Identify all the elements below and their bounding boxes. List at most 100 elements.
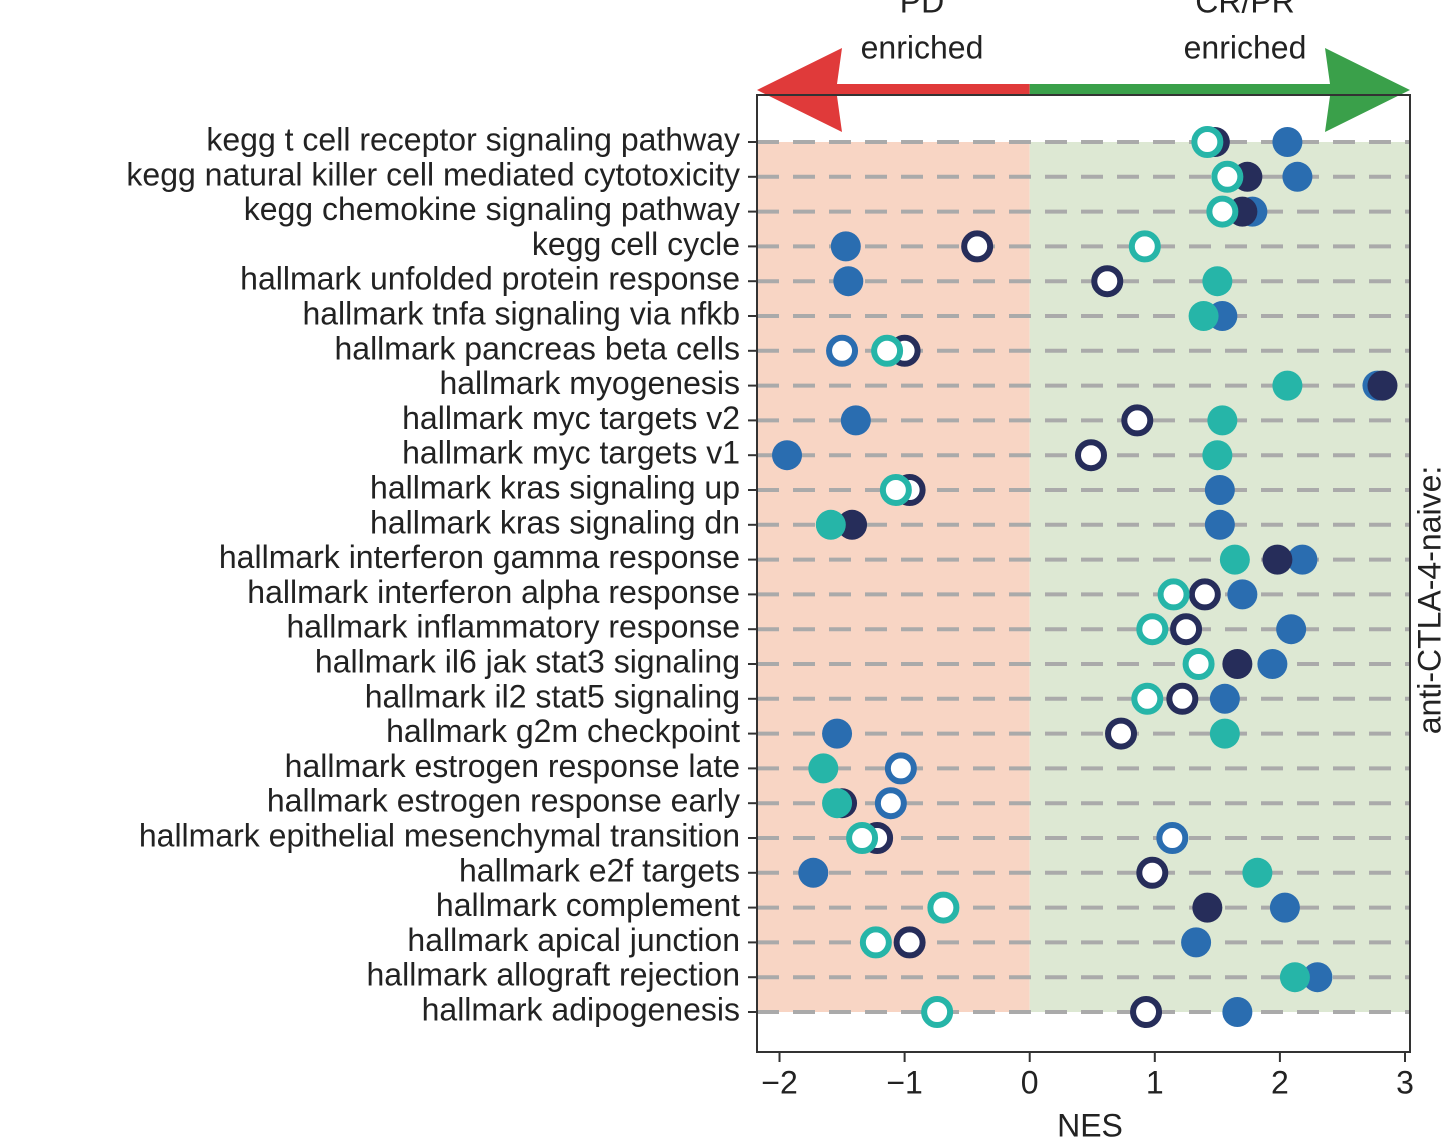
dot: [1188, 578, 1221, 611]
dot: [884, 752, 917, 785]
y-tick-label: kegg natural killer cell mediated cytoto…: [126, 156, 740, 192]
dot: [1272, 127, 1303, 157]
right-head: enriched: [1184, 29, 1307, 65]
dot: [1206, 195, 1239, 228]
dot: [1204, 475, 1235, 505]
y-tick-label: kegg cell cycle: [532, 226, 740, 262]
dot: [1091, 265, 1124, 298]
x-tick-label: 2: [1271, 1064, 1289, 1100]
dot: [1170, 613, 1203, 646]
dot: [1182, 648, 1215, 680]
y-tick-label: hallmark interferon alpha response: [247, 574, 740, 610]
x-tick-label: −2: [761, 1064, 797, 1100]
y-tick-label: hallmark estrogen response late: [285, 748, 740, 784]
x-tick-label: 1: [1146, 1064, 1164, 1100]
dot: [1191, 126, 1224, 158]
y-tick-label: hallmark il6 jak stat3 signaling: [315, 643, 740, 679]
dot: [1209, 683, 1240, 714]
dot: [1272, 370, 1303, 401]
y-tick-label: hallmark myc targets v1: [402, 435, 740, 471]
y-tick-label: hallmark apical junction: [407, 922, 740, 958]
y-tick-label: hallmark tnfa signaling via nfkb: [302, 295, 740, 331]
dot: [1227, 579, 1258, 610]
dot: [1279, 962, 1310, 993]
y-tick-label: hallmark kras signaling dn: [370, 504, 740, 540]
pd-region: [757, 142, 1030, 1012]
dot: [1276, 614, 1307, 645]
dot: [837, 509, 868, 540]
dot: [822, 718, 853, 749]
x-tick-label: 0: [1021, 1064, 1039, 1100]
dot: [1202, 440, 1233, 471]
y-tick-label: hallmark myogenesis: [439, 365, 740, 401]
dot: [1367, 370, 1398, 401]
dot: [846, 822, 879, 854]
dot: [1219, 544, 1250, 575]
dot: [1222, 649, 1253, 679]
x-tick-label: 3: [1396, 1064, 1414, 1100]
dot: [1204, 509, 1235, 540]
dot: [1242, 857, 1273, 888]
y-tick-label: kegg t cell receptor signaling pathway: [206, 121, 740, 157]
arrow-right: [1029, 48, 1410, 132]
left-head: enriched: [861, 29, 984, 65]
dot: [1207, 405, 1238, 436]
dot: [1209, 718, 1240, 749]
y-tick-label: hallmark adipogenesis: [422, 991, 740, 1027]
dot: [1302, 962, 1333, 993]
plot-frame: [756, 94, 1411, 1053]
dot: [961, 230, 994, 263]
dot: [1257, 649, 1288, 679]
dot: [840, 405, 871, 436]
y-tick-label: hallmark interferon gamma response: [219, 539, 740, 575]
dot: [1105, 717, 1138, 750]
dot: [822, 788, 853, 819]
dot: [879, 474, 912, 506]
dot: [921, 996, 954, 1028]
y-tick-label: hallmark allograft rejection: [367, 957, 741, 993]
y-tick-label: hallmark inflammatory response: [287, 609, 741, 645]
y-tick-label: hallmark myc targets v2: [402, 400, 740, 436]
dot: [871, 334, 904, 367]
dot: [1211, 160, 1244, 193]
dot: [1131, 682, 1164, 715]
dot: [815, 509, 846, 540]
dot: [1282, 161, 1313, 192]
dot: [1157, 578, 1190, 611]
y-tick-label: hallmark estrogen response early: [267, 783, 740, 819]
dot: [1156, 822, 1189, 854]
dot: [893, 926, 926, 959]
y-tick-label: hallmark il2 stat5 signaling: [365, 678, 740, 714]
dot: [826, 334, 859, 367]
dot: [859, 926, 892, 959]
dot: [833, 266, 864, 297]
dot: [1192, 892, 1223, 923]
y-tick-label: kegg chemokine signaling pathway: [244, 191, 740, 227]
dot: [1130, 996, 1163, 1028]
right-title: anti-CTLA-4-naive:: [1411, 466, 1442, 735]
dot: [1262, 544, 1293, 575]
y-tick-label: hallmark complement: [436, 887, 740, 923]
y-tick-label: hallmark pancreas beta cells: [334, 330, 740, 366]
dot: [808, 753, 839, 784]
dot: [1136, 856, 1169, 889]
dot: [1166, 682, 1199, 715]
y-tick-label: hallmark g2m checkpoint: [386, 713, 740, 749]
dot: [1121, 404, 1154, 437]
dot: [1136, 613, 1169, 646]
right-head: CR/PR: [1195, 0, 1295, 19]
arrow-left: [757, 48, 1030, 132]
dot: [927, 891, 960, 924]
y-tick-label: hallmark unfolded protein response: [240, 261, 740, 297]
x-tick-label: −1: [886, 1064, 922, 1100]
dot: [1269, 892, 1300, 923]
y-tick-label: hallmark e2f targets: [459, 852, 740, 888]
dot: [830, 231, 861, 262]
dot: [1128, 230, 1161, 263]
y-tick-label: hallmark epithelial mesenchymal transiti…: [139, 817, 740, 853]
dot: [874, 787, 907, 820]
dot: [1075, 439, 1108, 472]
dot: [1287, 544, 1318, 575]
dot: [1202, 266, 1233, 297]
x-axis-title: NES: [1057, 1107, 1123, 1143]
